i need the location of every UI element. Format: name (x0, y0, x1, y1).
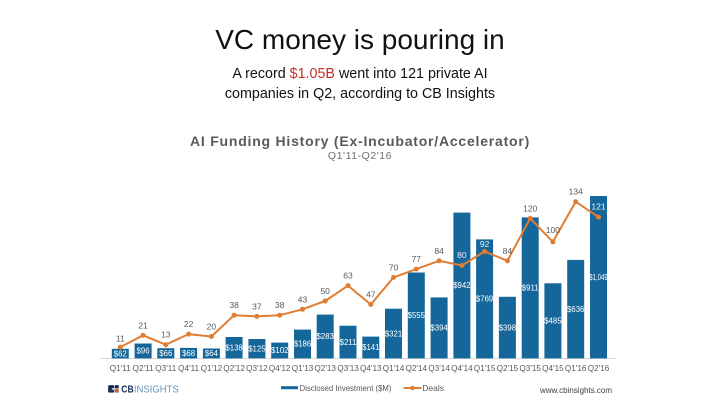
svg-text:Q1'12: Q1'12 (201, 364, 223, 373)
svg-text:Deals: Deals (422, 383, 444, 393)
svg-text:Q3'14: Q3'14 (428, 364, 450, 373)
svg-text:Q4'13: Q4'13 (360, 364, 382, 373)
svg-text:Q2'12: Q2'12 (223, 364, 245, 373)
svg-text:$398: $398 (499, 323, 516, 332)
svg-text:$186: $186 (294, 340, 311, 349)
svg-text:13: 13 (161, 330, 171, 340)
svg-text:Q2'13: Q2'13 (314, 364, 336, 373)
svg-text:$64: $64 (205, 349, 219, 358)
svg-text:Q3'12: Q3'12 (246, 364, 268, 373)
svg-text:Q2'15: Q2'15 (497, 364, 519, 373)
svg-text:Q1'16: Q1'16 (565, 364, 587, 373)
svg-text:Q2'11: Q2'11 (133, 364, 154, 373)
svg-text:Q3'15: Q3'15 (519, 364, 541, 373)
svg-text:38: 38 (275, 300, 285, 310)
svg-text:Disclosed Investment ($M): Disclosed Investment ($M) (300, 383, 392, 393)
svg-text:$942: $942 (453, 281, 470, 290)
svg-text:38: 38 (229, 300, 239, 310)
svg-text:63: 63 (343, 271, 353, 281)
svg-text:Q4'11: Q4'11 (178, 364, 199, 373)
svg-text:Q4'14: Q4'14 (451, 364, 473, 373)
svg-text:11: 11 (116, 334, 125, 344)
svg-text:121: 121 (591, 202, 605, 212)
svg-text:84: 84 (434, 246, 444, 256)
svg-text:Q1'11: Q1'11 (110, 364, 131, 373)
svg-text:80: 80 (457, 250, 467, 260)
svg-text:84: 84 (503, 246, 513, 256)
svg-text:Q2'16: Q2'16 (588, 364, 610, 373)
svg-text:Q1'13: Q1'13 (292, 364, 314, 373)
svg-text:22: 22 (184, 319, 194, 329)
svg-text:Q3'11: Q3'11 (155, 364, 176, 373)
svg-text:Q4'12: Q4'12 (269, 364, 291, 373)
svg-text:Q1'15: Q1'15 (474, 364, 496, 373)
svg-text:21: 21 (138, 320, 148, 330)
svg-text:$911: $911 (522, 284, 539, 293)
svg-text:$1,049: $1,049 (589, 273, 608, 282)
svg-text:Q1'14: Q1'14 (383, 364, 405, 373)
svg-text:$96: $96 (137, 347, 150, 356)
svg-text:$485: $485 (544, 317, 562, 326)
svg-text:$321: $321 (385, 329, 402, 338)
svg-text:$211: $211 (340, 338, 357, 347)
svg-text:INSIGHTS: INSIGHTS (134, 385, 179, 396)
svg-text:Q4'15: Q4'15 (542, 364, 564, 373)
svg-text:$283: $283 (317, 332, 334, 341)
svg-text:$141: $141 (362, 343, 379, 352)
svg-text:$62: $62 (114, 349, 127, 358)
svg-text:Q2'14: Q2'14 (406, 364, 428, 373)
svg-text:47: 47 (366, 290, 376, 300)
svg-text:$66: $66 (159, 349, 172, 358)
svg-text:$394: $394 (430, 324, 448, 333)
svg-text:50: 50 (320, 286, 330, 296)
svg-text:120: 120 (523, 203, 537, 213)
svg-text:$102: $102 (271, 346, 288, 355)
svg-text:134: 134 (569, 187, 583, 197)
svg-text:$138: $138 (225, 343, 242, 352)
svg-text:Q3'13: Q3'13 (337, 364, 359, 373)
svg-text:20: 20 (207, 322, 217, 332)
svg-text:$769: $769 (476, 295, 493, 304)
svg-text:92: 92 (480, 239, 490, 249)
svg-text:CB: CB (121, 385, 133, 396)
svg-text:77: 77 (412, 254, 422, 264)
svg-text:70: 70 (389, 262, 399, 272)
svg-text:$125: $125 (248, 344, 266, 353)
svg-text:$555: $555 (408, 311, 426, 320)
svg-text:100: 100 (546, 225, 560, 235)
svg-text:$636: $636 (567, 305, 584, 314)
svg-text:37: 37 (252, 301, 262, 311)
svg-text:43: 43 (298, 294, 308, 304)
svg-text:$68: $68 (182, 349, 195, 358)
